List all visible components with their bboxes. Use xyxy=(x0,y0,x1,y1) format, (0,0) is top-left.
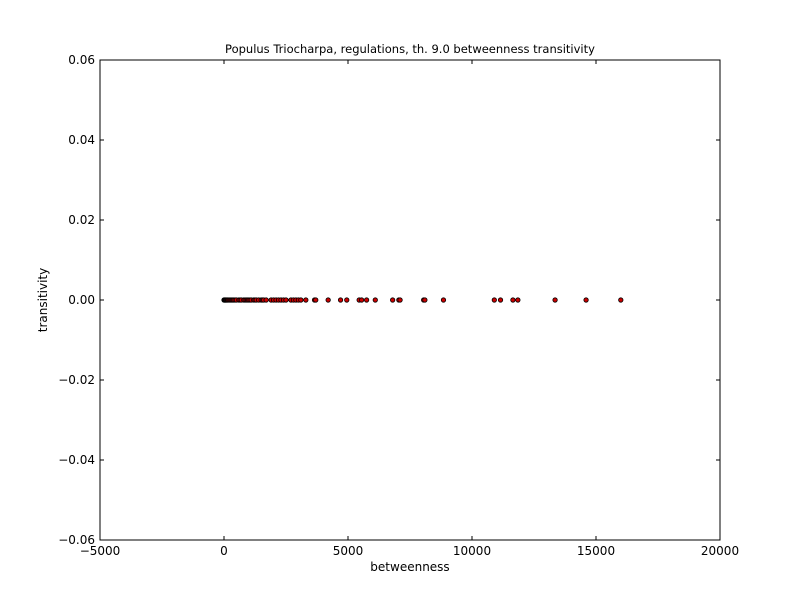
data-point xyxy=(397,297,403,303)
y-tick-label: 0.00 xyxy=(68,293,95,307)
x-tick-label: 20000 xyxy=(701,544,739,558)
data-point xyxy=(390,297,396,303)
data-point xyxy=(491,297,497,303)
x-axis-label: betweenness xyxy=(370,560,449,574)
data-point xyxy=(303,297,309,303)
data-point xyxy=(363,297,370,303)
data-point xyxy=(359,297,365,303)
data-point xyxy=(372,297,378,303)
data-point xyxy=(618,297,624,303)
plot-frame xyxy=(99,59,721,541)
x-tick-label: −5000 xyxy=(80,544,121,558)
data-point xyxy=(515,297,521,303)
data-point xyxy=(552,297,558,303)
data-point xyxy=(298,297,304,303)
data-point xyxy=(283,297,289,303)
data-point xyxy=(510,297,516,303)
data-point xyxy=(422,297,428,303)
y-tick-label: 0.06 xyxy=(68,53,95,67)
ticks-layer: −5000 0 5000 10000 15000 20000 −0.06 −0.04 −0.02… xyxy=(58,53,739,558)
x-tick-label: 5000 xyxy=(333,544,364,558)
chart-title: Populus Triocharpa, regulations, th. 9.0… xyxy=(225,42,595,56)
y-tick-label: −0.06 xyxy=(58,533,95,547)
data-point xyxy=(337,297,344,303)
y-tick-label: −0.04 xyxy=(58,453,95,467)
x-tick-label: 10000 xyxy=(453,544,491,558)
data-point xyxy=(583,297,589,303)
data-point xyxy=(344,297,350,303)
data-point xyxy=(325,297,331,303)
data-point xyxy=(497,297,504,303)
x-tick-label: 0 xyxy=(220,544,228,558)
data-point xyxy=(263,297,269,303)
y-axis-label: transitivity xyxy=(36,268,50,332)
y-tick-label: 0.04 xyxy=(68,133,95,147)
x-tick-label: 15000 xyxy=(577,544,615,558)
data-point xyxy=(313,297,319,303)
data-point xyxy=(440,297,447,303)
points-layer xyxy=(221,297,624,303)
y-tick-label: −0.02 xyxy=(58,373,95,387)
y-tick-label: 0.02 xyxy=(68,213,95,227)
